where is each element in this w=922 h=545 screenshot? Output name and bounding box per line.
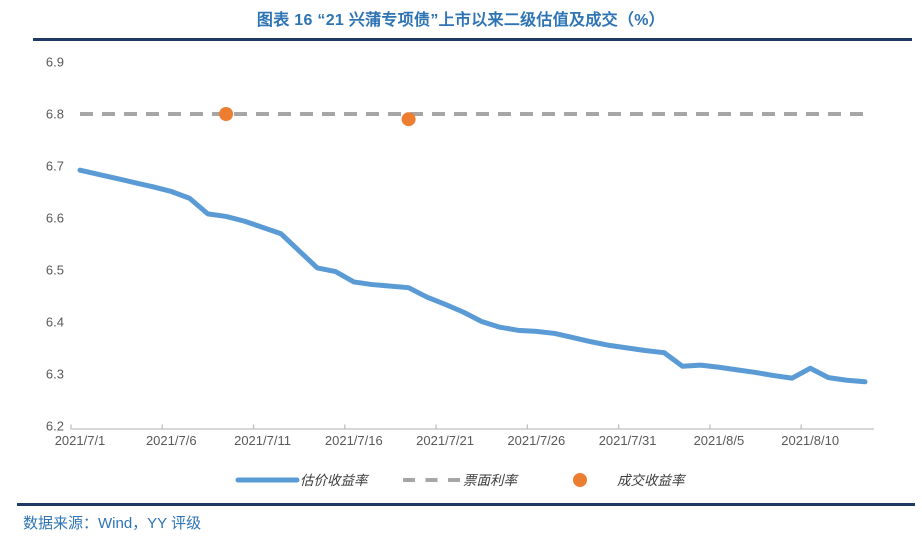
y-tick-label: 6.5 — [46, 263, 64, 278]
x-axis: 2021/7/1 2021/7/6 2021/7/11 2021/7/16 2021/7… — [55, 424, 874, 448]
x-tick-label: 2021/7/6 — [146, 433, 197, 448]
x-tick-label: 2021/7/11 — [234, 433, 291, 448]
trade-dot — [401, 112, 416, 127]
legend-label-valuation: 估价收益率 — [300, 473, 370, 489]
x-tick-label: 2021/7/26 — [507, 433, 565, 448]
trade-dot — [219, 107, 234, 121]
y-tick-label: 6.7 — [46, 159, 64, 174]
x-tick-label: 2021/8/5 — [694, 433, 745, 448]
y-tick-label: 6.2 — [46, 419, 64, 434]
x-tick-label: 2021/7/31 — [599, 433, 657, 448]
x-tick-label: 2021/7/1 — [55, 433, 106, 448]
title-divider — [33, 38, 912, 41]
chart-legend: 估价收益率 票面利率 成交收益率 — [235, 473, 687, 489]
valuation-yield-line — [77, 167, 868, 385]
x-tick-label: 2021/8/10 — [781, 433, 839, 448]
y-tick-label: 6.8 — [46, 107, 64, 122]
footer-divider — [17, 503, 915, 506]
y-tick-label: 6.9 — [46, 55, 64, 70]
y-axis: 6.2 6.3 6.4 6.5 6.6 6.7 6.8 6.9 — [46, 55, 64, 434]
y-tick-label: 6.3 — [46, 367, 64, 382]
legend-label-trade: 成交收益率 — [617, 473, 687, 489]
figure-title: 图表 16 “21 兴蒲专项债”上市以来二级估值及成交（%） — [256, 12, 666, 29]
data-source: 数据来源：Wind，YY 评级 — [23, 515, 202, 532]
legend-label-coupon: 票面利率 — [463, 473, 519, 489]
y-tick-label: 6.6 — [46, 211, 64, 226]
x-tick-label: 2021/7/16 — [325, 433, 383, 448]
yield-chart: 6.26.36.46.56.66.76.86.9 2021/7/1 2021/7/… — [46, 55, 874, 489]
valuation-yield-polyline — [77, 167, 868, 385]
y-tick-label: 6.4 — [46, 315, 64, 330]
x-tick-label: 2021/7/21 — [416, 433, 474, 448]
trade-yield-dots — [219, 107, 416, 127]
legend-dot-swatch — [573, 473, 587, 487]
